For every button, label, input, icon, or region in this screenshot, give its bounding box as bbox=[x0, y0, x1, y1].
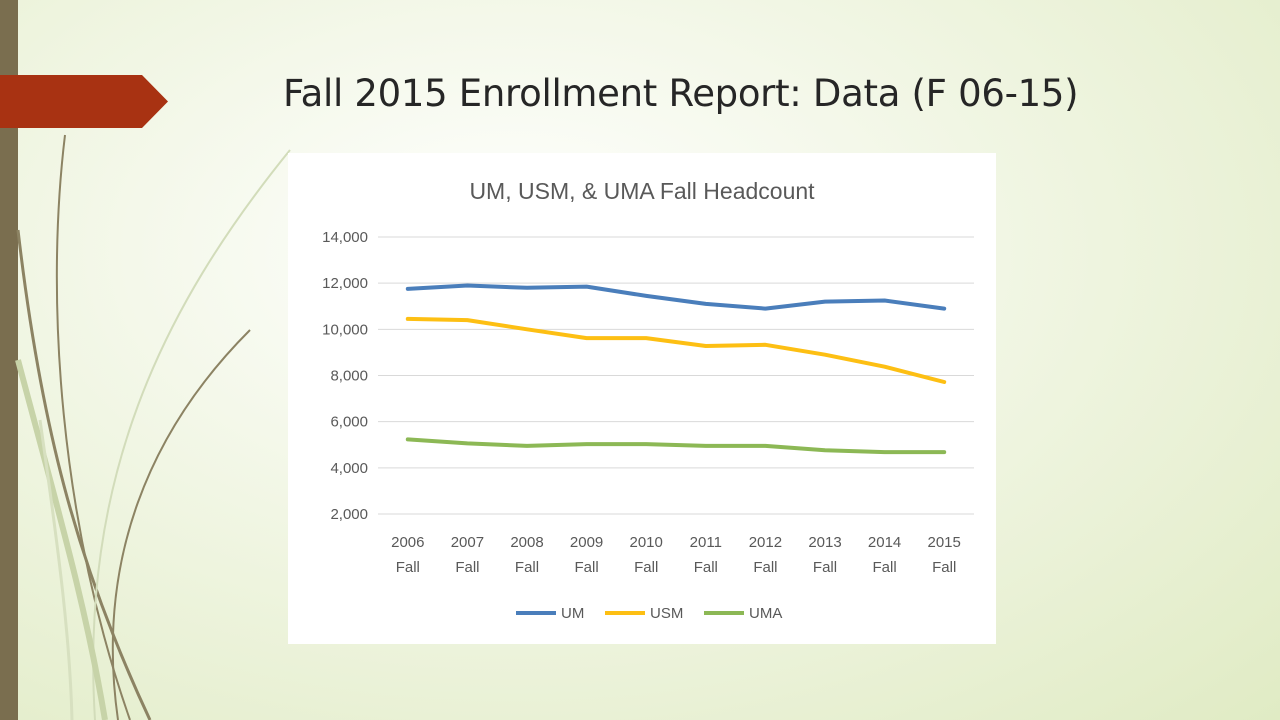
legend-label-um: UM bbox=[561, 605, 584, 622]
x-tick-label-year: 2012 bbox=[749, 534, 782, 551]
y-tick-label: 2,000 bbox=[330, 506, 368, 523]
x-tick-label-term: Fall bbox=[515, 559, 539, 576]
x-tick-label-year: 2007 bbox=[451, 534, 484, 551]
legend-label-uma: UMA bbox=[749, 605, 782, 622]
x-tick-label-term: Fall bbox=[932, 559, 956, 576]
y-tick-label: 14,000 bbox=[322, 229, 368, 246]
x-tick-label-term: Fall bbox=[694, 559, 718, 576]
x-tick-label-year: 2009 bbox=[570, 534, 603, 551]
x-tick-label-term: Fall bbox=[396, 559, 420, 576]
x-tick-label-year: 2014 bbox=[868, 534, 901, 551]
x-tick-label-term: Fall bbox=[455, 559, 479, 576]
x-tick-label-term: Fall bbox=[634, 559, 658, 576]
slide-title: Fall 2015 Enrollment Report: Data (F 06-… bbox=[283, 72, 1079, 115]
x-tick-label-term: Fall bbox=[813, 559, 837, 576]
y-tick-label: 12,000 bbox=[322, 275, 368, 292]
x-tick-label-year: 2013 bbox=[808, 534, 841, 551]
x-tick-label-year: 2015 bbox=[928, 534, 961, 551]
y-tick-label: 8,000 bbox=[330, 368, 368, 385]
grass-decoration bbox=[15, 134, 291, 720]
y-tick-label: 4,000 bbox=[330, 460, 368, 477]
x-tick-label-year: 2010 bbox=[630, 534, 663, 551]
x-tick-label-year: 2006 bbox=[391, 534, 424, 551]
legend-label-usm: USM bbox=[650, 605, 683, 622]
series-line-uma bbox=[405, 437, 947, 455]
chart-title: UM, USM, & UMA Fall Headcount bbox=[469, 178, 815, 204]
x-tick-label-term: Fall bbox=[753, 559, 777, 576]
x-tick-label-year: 2011 bbox=[690, 534, 722, 551]
series-line-usm bbox=[405, 316, 947, 384]
line-chart: 2,000 4,000 6,000 8,000 10,000 12,000 14,000 20… bbox=[322, 229, 974, 622]
x-tick-label-term: Fall bbox=[873, 559, 897, 576]
y-tick-label: 10,000 bbox=[322, 321, 368, 338]
series-line-um bbox=[405, 283, 947, 311]
x-tick-label-term: Fall bbox=[575, 559, 599, 576]
x-tick-label-year: 2008 bbox=[510, 534, 543, 551]
chart-panel: UM, USM, & UMA Fall Headcount 2,000 4,000… bbox=[288, 153, 996, 644]
y-tick-label: 6,000 bbox=[330, 414, 368, 431]
left-accent-bar bbox=[0, 0, 18, 720]
title-arrow-shape bbox=[0, 75, 168, 128]
